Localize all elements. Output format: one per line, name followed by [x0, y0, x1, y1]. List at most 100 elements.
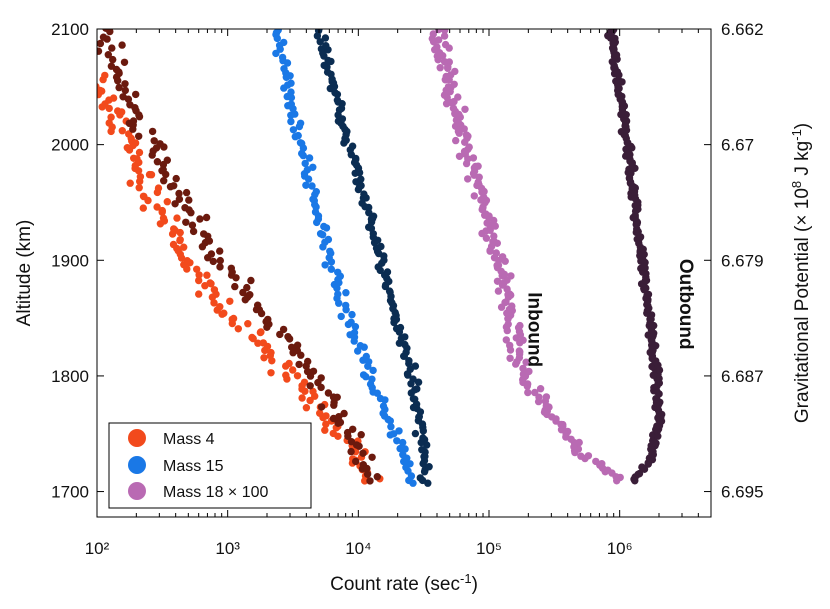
data-point: [441, 40, 450, 49]
data-point: [312, 188, 320, 196]
data-point: [584, 452, 593, 460]
data-point: [411, 362, 420, 370]
data-point: [97, 39, 105, 48]
data-point: [129, 117, 138, 125]
data-point: [334, 290, 342, 298]
x-tick-label: 10⁴: [345, 539, 371, 558]
data-point: [105, 119, 113, 127]
data-point: [226, 297, 234, 305]
data-point: [465, 143, 473, 151]
data-point: [210, 299, 218, 307]
data-point: [462, 131, 471, 139]
data-point: [454, 93, 462, 101]
data-point: [369, 366, 377, 375]
data-point: [342, 301, 350, 310]
data-point: [349, 425, 357, 433]
data-point: [288, 343, 296, 351]
data-point: [327, 265, 335, 273]
data-point: [461, 105, 469, 114]
data-point: [176, 236, 184, 244]
data-point: [150, 137, 158, 145]
data-point: [470, 192, 478, 200]
y-tick-label: 2000: [51, 136, 89, 155]
data-point: [525, 367, 533, 376]
series-mass-18-100-outbound: [604, 29, 666, 485]
data-point: [359, 449, 367, 457]
data-point: [352, 457, 360, 466]
data-point: [451, 67, 459, 76]
data-point: [294, 131, 302, 140]
data-point: [316, 38, 324, 46]
data-point: [244, 320, 252, 328]
data-point: [267, 348, 275, 357]
data-point: [287, 88, 295, 96]
data-point: [347, 438, 356, 446]
data-point: [254, 301, 262, 309]
data-point: [322, 42, 330, 50]
data-point: [163, 198, 171, 206]
data-point: [519, 364, 527, 373]
data-point: [246, 291, 254, 299]
data-point: [280, 38, 288, 47]
data-point: [362, 352, 370, 361]
y2-tick-label: 6.695: [721, 483, 764, 502]
data-point: [347, 447, 355, 456]
data-point: [409, 375, 417, 383]
data-point: [409, 395, 418, 403]
data-point: [309, 367, 318, 375]
data-point: [195, 290, 203, 298]
data-point: [209, 257, 217, 266]
data-point: [276, 330, 284, 339]
series-mass-15-inbound: [272, 29, 417, 487]
data-point: [401, 333, 409, 341]
data-point: [329, 429, 337, 438]
data-point: [501, 298, 509, 307]
x-tick-label: 10²: [85, 539, 110, 558]
data-point: [302, 181, 310, 189]
data-point: [368, 453, 376, 461]
data-point: [469, 154, 478, 162]
data-point: [210, 286, 219, 294]
data-point: [159, 214, 168, 222]
data-point: [350, 329, 359, 337]
data-point: [366, 477, 374, 485]
data-point: [506, 354, 514, 362]
data-point: [324, 235, 333, 244]
data-point: [267, 369, 275, 377]
data-point: [347, 318, 355, 326]
data-point: [248, 333, 256, 342]
data-point: [284, 333, 292, 341]
data-point: [216, 263, 224, 271]
data-points: [85, 29, 666, 487]
data-point: [383, 268, 392, 276]
data-point: [365, 209, 373, 217]
data-point: [130, 154, 138, 162]
data-point: [440, 32, 449, 40]
data-point: [243, 283, 251, 292]
legend-label-mass-15: Mass 15: [163, 458, 224, 475]
data-point: [123, 144, 131, 152]
data-point: [121, 80, 129, 88]
data-point: [598, 460, 606, 468]
data-point: [611, 34, 619, 43]
data-point: [115, 83, 123, 92]
data-point: [229, 314, 238, 323]
data-point: [524, 388, 532, 397]
data-point: [200, 230, 208, 238]
data-point: [320, 222, 328, 231]
data-point: [85, 78, 92, 85]
data-point: [504, 320, 512, 328]
data-point: [393, 437, 401, 445]
data-point: [507, 272, 515, 280]
y-axis-title: Altitude (km): [14, 220, 35, 327]
data-point: [331, 89, 339, 97]
data-point: [348, 310, 356, 319]
legend-marker-mass-18: [128, 482, 146, 500]
data-point: [163, 156, 171, 164]
data-point: [188, 221, 197, 229]
series-mass-15-outbound: [313, 29, 433, 487]
data-point: [153, 203, 161, 211]
x-axis-title: Count rate (sec-1): [330, 571, 478, 595]
data-point: [489, 238, 497, 246]
data-point: [302, 404, 311, 412]
